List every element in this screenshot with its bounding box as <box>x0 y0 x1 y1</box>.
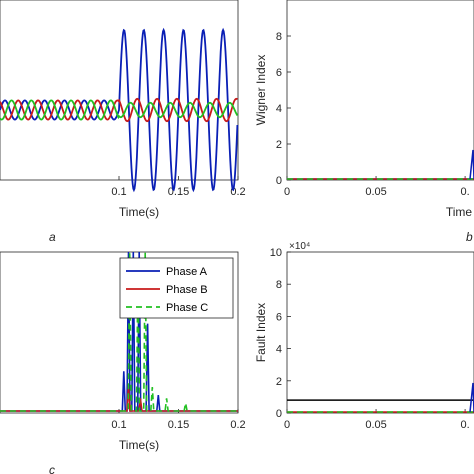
x-tick-label: 0.05 <box>365 419 386 431</box>
fault-rise <box>469 382 474 413</box>
x-tick-label: 0.05 <box>365 186 386 198</box>
y-tick-label: 8 <box>276 31 282 43</box>
subplot-label-a: a <box>49 230 56 244</box>
panel-d-fault-index: 0 0.05 0. 0 2 4 6 8 10 Fault Index ×10⁴ <box>254 241 474 431</box>
x-tick-label: 0.15 <box>168 419 189 431</box>
x-tick-label: 0. <box>461 186 470 198</box>
y-tick-label: 4 <box>276 344 282 356</box>
y-tick-label: 2 <box>276 139 282 151</box>
y-axis-label: Wigner Index <box>254 55 268 126</box>
legend-label: Phase A <box>166 266 208 278</box>
axes-frame <box>286 251 474 414</box>
x-axis-label: Time(s) <box>119 438 159 452</box>
y-tick-label: 6 <box>276 67 282 79</box>
legend-box <box>119 257 234 319</box>
legend: Phase A Phase B Phase C <box>119 257 234 319</box>
waveform-series-2 <box>0 99 239 121</box>
y-tick-label: 2 <box>276 376 282 388</box>
x-tick-label: 0 <box>284 186 290 198</box>
y-tick-label: 0 <box>276 175 282 187</box>
panel-c-phase-spikes: 0.1 0.15 0.2 Time(s) Phase A Phase B Phase C <box>0 251 246 452</box>
subplot-label-b: b <box>466 230 473 244</box>
waveform-series-1 <box>0 97 238 123</box>
y-tick-label: 6 <box>276 311 282 323</box>
legend-label: Phase B <box>166 284 208 296</box>
y-axis-label: Fault Index <box>254 303 268 362</box>
spike-series-1 <box>0 385 238 412</box>
x-axis-label: Time <box>446 205 473 219</box>
y-exponent-label: ×10⁴ <box>289 241 310 252</box>
y-tick-label: 4 <box>276 103 282 115</box>
x-axis-label: Time(s) <box>119 205 159 219</box>
x-tick-label: 0.15 <box>168 186 189 198</box>
x-tick-label: 0 <box>284 419 290 431</box>
legend-label: Phase C <box>166 302 208 314</box>
x-tick-label: 0.1 <box>111 186 126 198</box>
wigner-rise <box>469 149 474 180</box>
x-tick-label: 0.1 <box>111 419 126 431</box>
y-tick-label: 0 <box>276 408 282 420</box>
x-tick-label: 0. <box>461 419 470 431</box>
subplot-label-c: c <box>49 463 55 474</box>
y-tick-label: 10 <box>270 247 282 259</box>
y-tick-label: 8 <box>276 279 282 291</box>
waveform-series-0 <box>0 27 239 193</box>
x-tick-label: 0.2 <box>230 419 245 431</box>
axes-frame <box>286 0 474 181</box>
